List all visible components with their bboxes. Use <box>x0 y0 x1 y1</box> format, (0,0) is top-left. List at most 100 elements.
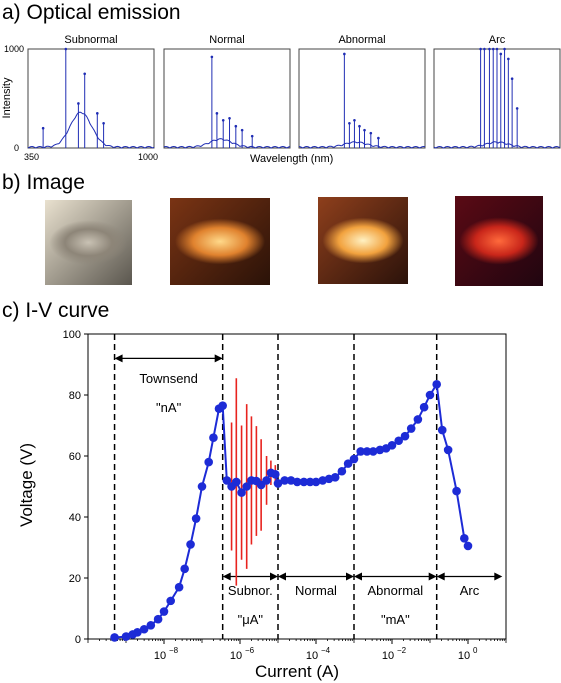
iv-point-12 <box>191 514 201 523</box>
iv-ylabel: Voltage (V) <box>17 443 36 527</box>
iv-ytick-label-5: 100 <box>63 329 81 341</box>
iv-point-11 <box>186 540 195 549</box>
iv-point-41 <box>349 454 359 464</box>
emission-ytick-top: 1000 <box>4 44 25 54</box>
emission-ytick-bottom: 0 <box>14 143 20 153</box>
iv-point-51 <box>413 415 423 424</box>
iv-point-52 <box>419 402 429 412</box>
iv-ytick-label-4: 80 <box>69 390 81 402</box>
spectrum-peak-dot-3-5 <box>363 128 366 132</box>
spectrum-peak-dot-2-1 <box>210 55 214 59</box>
iv-point-9 <box>174 582 184 592</box>
iv-point-54 <box>432 380 441 389</box>
iv-point-55 <box>437 425 447 435</box>
iv-point-50 <box>406 424 416 433</box>
iv-point-7 <box>159 607 169 616</box>
iv-point-57 <box>452 486 461 496</box>
spectrum-peak-dot-3-4 <box>358 124 361 128</box>
iv-point-53 <box>425 390 435 400</box>
iv-xtick-exp-3: −2 <box>397 646 407 655</box>
iv-point-38 <box>330 473 340 482</box>
spectrum-peak-dot-1-4 <box>96 112 99 115</box>
iv-xtick-label-0: 10 <box>154 650 166 662</box>
iv-point-14 <box>204 457 213 467</box>
photo-abnormal <box>318 197 408 284</box>
spectrum-peak-dot-1-2 <box>83 72 86 76</box>
iv-xtick-exp-2: −4 <box>321 646 331 655</box>
iv-point-13 <box>197 482 207 491</box>
spectrum-peak-dot-1-3 <box>77 102 80 105</box>
spectrum-peak-dot-2-3 <box>221 118 225 122</box>
spectrum-peak-dot-4-1 <box>479 47 482 51</box>
spectrum-peak-dot-2-4 <box>228 117 231 120</box>
iv-point-42 <box>356 447 365 456</box>
iv-xtick-label-4: 10 <box>458 650 470 662</box>
photo-subnormal <box>45 200 132 285</box>
spectrum-peak-dot-3-1 <box>343 52 346 56</box>
iv-region-arrow-4-head-right <box>494 572 503 581</box>
iv-xtick-label-1: 10 <box>230 650 242 662</box>
spectrum-peak-dot-4-8 <box>507 57 510 61</box>
iv-point-33 <box>299 477 309 487</box>
spectrum-peak-dot-4-6 <box>499 52 503 56</box>
iv-point-28 <box>271 470 280 479</box>
spectrum-peak-dot-1-1 <box>64 47 68 51</box>
iv-point-1 <box>121 632 131 641</box>
iv-point-47 <box>387 441 397 450</box>
spectrum-peak-dot-2-6 <box>240 128 244 132</box>
spectrum-peak-dot-4-4 <box>491 47 495 51</box>
iv-region-label-1: Subnor. <box>228 583 273 598</box>
emission-xlabel: Wavelength (nm) <box>250 153 334 165</box>
iv-point-22 <box>242 482 251 491</box>
spectrum-peak-dot-4-10 <box>515 107 519 110</box>
iv-region-label-0: Townsend <box>139 371 198 386</box>
spectrum-peak-dot-3-6 <box>369 131 373 135</box>
iv-region-arrow-4-head-left <box>436 572 445 581</box>
spectrum-peak-dot-3-7 <box>377 136 380 140</box>
spectrum-frame-2 <box>163 48 291 149</box>
iv-region-label-4: Arc <box>460 583 480 598</box>
iv-region-arrow-2-head-right <box>346 572 354 581</box>
iv-region-arrow-0-head-left <box>114 354 123 363</box>
iv-point-4 <box>139 624 149 634</box>
iv-region-sub-0: "nA" <box>156 400 182 415</box>
iv-point-40 <box>343 459 353 468</box>
emission-spectra <box>27 47 561 149</box>
iv-point-15 <box>209 433 218 442</box>
iv-region-arrow-0-head-right <box>214 354 223 363</box>
spectrum-peak-dot-3-2 <box>348 121 351 125</box>
spectrum-peak-dot-4-9 <box>510 77 514 80</box>
iv-point-20 <box>232 477 241 487</box>
emission-title-normal: Normal <box>209 34 245 46</box>
iv-ytick-label-0: 0 <box>75 634 81 646</box>
iv-point-43 <box>362 447 372 456</box>
iv-region-arrow-3-head-right <box>428 572 437 581</box>
iv-xtick-label-3: 10 <box>382 650 394 662</box>
iv-point-18 <box>222 476 232 485</box>
iv-region-arrow-3-head-left <box>354 572 362 581</box>
iv-region-arrow-1-head-left <box>222 572 231 581</box>
iv-point-34 <box>305 477 315 487</box>
spectrum-peak-dot-1-5 <box>41 126 45 130</box>
spectrum-peak-dot-2-7 <box>250 134 254 138</box>
iv-point-17 <box>218 401 227 410</box>
emission-title-abnormal: Abnormal <box>338 34 386 46</box>
iv-xlabel: Current (A) <box>255 662 339 681</box>
iv-region-sub-3: "mA" <box>381 612 410 627</box>
iv-point-58 <box>460 534 469 543</box>
iv-point-5 <box>146 620 156 630</box>
photo-normal <box>170 198 270 285</box>
iv-xtick-exp-4: 0 <box>473 646 478 655</box>
spectrum-peak-dot-2-2 <box>215 112 219 115</box>
spectrum-baseline-3 <box>298 141 426 149</box>
spectrum-peak-dot-4-3 <box>488 47 491 51</box>
iv-ytick-label-2: 40 <box>69 512 81 524</box>
iv-point-8 <box>166 596 175 606</box>
iv-point-3 <box>133 627 142 637</box>
iv-point-26 <box>262 476 271 485</box>
iv-point-29 <box>273 479 283 488</box>
iv-region-label-3: Abnormal <box>368 583 424 598</box>
iv-point-35 <box>311 477 321 487</box>
spectrum-peak-dot-4-7 <box>503 47 506 51</box>
